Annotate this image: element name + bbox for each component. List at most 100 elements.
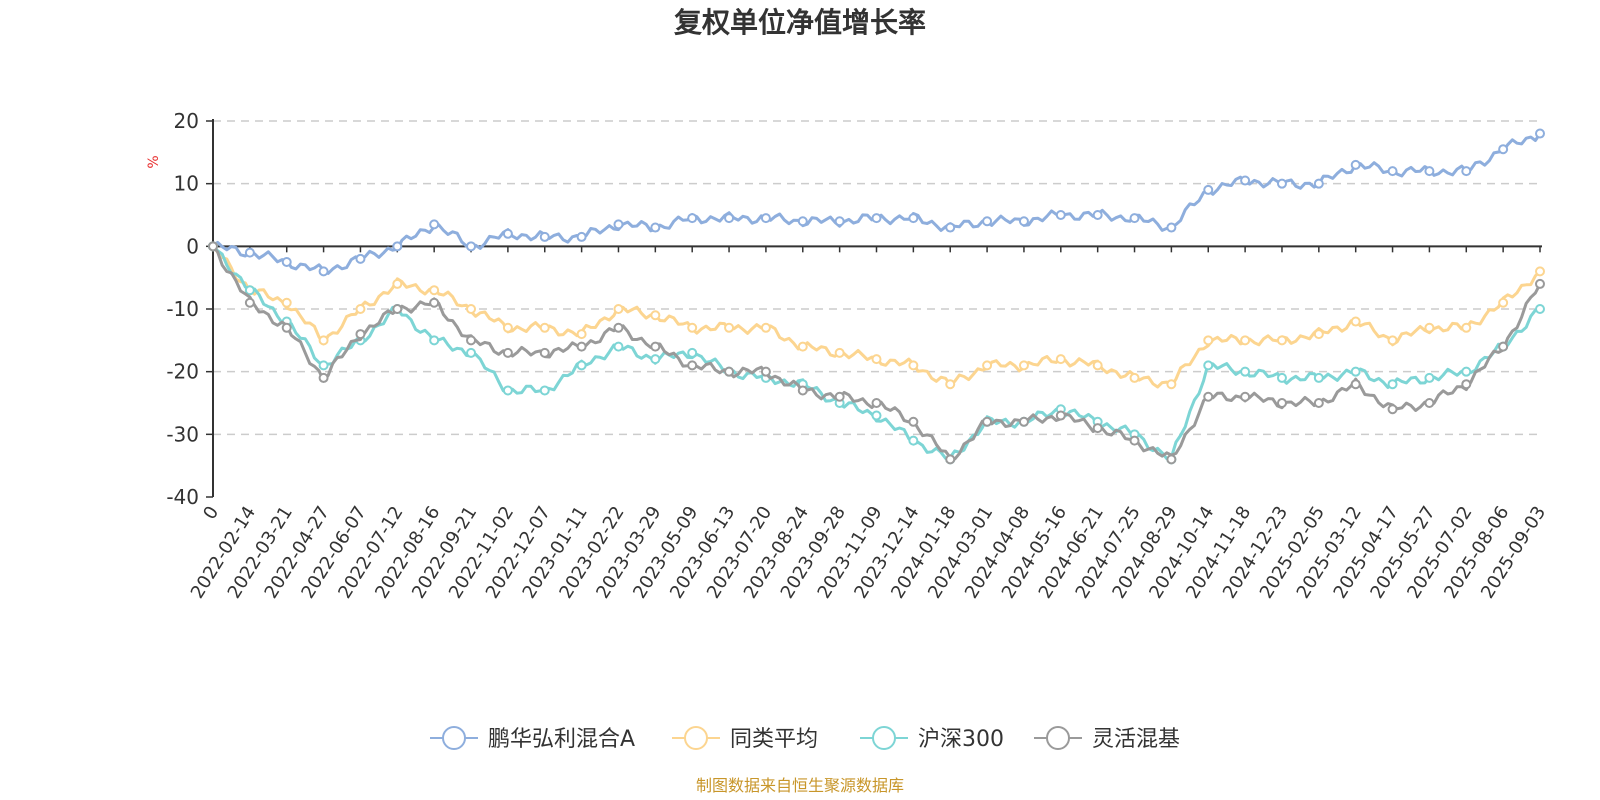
data-point — [1424, 398, 1435, 408]
data-point — [392, 241, 403, 252]
series-1 — [208, 241, 1545, 390]
legend-marker — [872, 726, 896, 750]
data-point — [1387, 335, 1398, 346]
data-point — [281, 257, 292, 267]
data-point — [1203, 391, 1214, 402]
data-point — [1203, 360, 1214, 371]
data-point — [576, 341, 587, 352]
data-point — [650, 310, 661, 321]
data-point — [945, 379, 956, 390]
legend[interactable]: 鹏华弘利混合A 同类平均 沪深300 灵活混基 — [430, 726, 1180, 752]
data-point — [982, 216, 993, 227]
data-point — [429, 285, 440, 296]
data-point — [429, 335, 440, 346]
data-point — [1424, 166, 1435, 177]
data-point — [576, 231, 587, 242]
data-point — [1276, 398, 1287, 408]
legend-marker — [442, 726, 466, 750]
data-point — [1350, 379, 1361, 390]
data-point — [834, 216, 845, 227]
data-point — [466, 347, 477, 358]
data-point — [1129, 213, 1140, 224]
x-tick-label: 0 — [199, 503, 223, 524]
legend-item[interactable]: 沪深300 — [860, 726, 1004, 752]
data-point — [502, 385, 513, 396]
data-point — [318, 372, 329, 383]
data-point — [797, 341, 808, 352]
data-point — [871, 213, 882, 224]
data-point — [982, 416, 993, 427]
data-point — [1535, 128, 1545, 139]
data-point — [244, 297, 255, 308]
data-point — [871, 410, 882, 421]
data-point — [576, 329, 587, 340]
data-point — [318, 335, 329, 346]
data-point — [1240, 391, 1251, 402]
data-point — [871, 398, 882, 408]
data-point — [1092, 423, 1103, 434]
data-point — [650, 354, 661, 365]
data-point — [318, 360, 329, 371]
series-line — [211, 245, 1541, 461]
data-point — [429, 219, 440, 230]
data-point — [908, 213, 919, 224]
data-point — [797, 216, 808, 227]
chart-title: 复权单位净值增长率 — [674, 6, 926, 39]
legend-label: 同类平均 — [730, 727, 818, 752]
data-point — [1424, 372, 1435, 383]
data-point — [502, 228, 513, 239]
series-line — [212, 132, 1542, 275]
data-point — [1424, 322, 1435, 333]
data-point — [650, 341, 661, 352]
data-point — [1461, 379, 1472, 390]
data-point — [945, 454, 956, 465]
data-point — [982, 360, 993, 371]
data-point — [687, 360, 698, 371]
data-point — [1535, 304, 1545, 314]
data-point — [466, 241, 477, 252]
data-point — [908, 416, 919, 427]
data-point — [1129, 372, 1140, 383]
data-point — [1313, 398, 1324, 408]
data-point — [1535, 278, 1545, 289]
data-point — [1018, 416, 1029, 427]
data-point — [1055, 354, 1066, 365]
data-point — [724, 366, 735, 377]
data-point — [650, 222, 661, 233]
y-tick-labels: 20 10 0 -10 -20 -30 -40 — [166, 109, 213, 509]
data-point — [724, 213, 735, 224]
y-tick-label: 20 — [174, 109, 199, 133]
data-point — [1055, 410, 1066, 421]
data-point — [281, 297, 292, 308]
data-point — [687, 213, 698, 224]
data-point — [502, 347, 513, 358]
data-point — [1276, 335, 1287, 346]
data-point — [687, 322, 698, 333]
data-point — [797, 385, 808, 396]
series-2 — [208, 241, 1545, 465]
data-point — [1350, 159, 1361, 170]
data-point — [1018, 360, 1029, 371]
legend-label: 沪深300 — [918, 727, 1004, 752]
data-point — [1461, 166, 1472, 177]
data-point — [318, 266, 329, 277]
axes — [212, 119, 1542, 497]
data-point — [760, 322, 771, 333]
data-point — [1498, 297, 1509, 308]
legend-item[interactable]: 灵活混基 — [1034, 726, 1180, 752]
series-0 — [208, 128, 1545, 277]
data-point — [466, 304, 477, 314]
data-point — [1240, 366, 1251, 377]
legend-marker — [1046, 726, 1070, 750]
legend-item[interactable]: 鹏华弘利混合A — [430, 726, 635, 752]
y-tick-label: -10 — [166, 297, 199, 321]
y-tick-label: 10 — [174, 172, 199, 196]
data-point — [1313, 178, 1324, 189]
legend-item[interactable]: 同类平均 — [672, 726, 818, 752]
grid-lines — [213, 120, 1540, 436]
data-point — [244, 285, 255, 296]
data-point — [760, 213, 771, 224]
data-point — [1387, 379, 1398, 390]
data-point — [1203, 335, 1214, 346]
